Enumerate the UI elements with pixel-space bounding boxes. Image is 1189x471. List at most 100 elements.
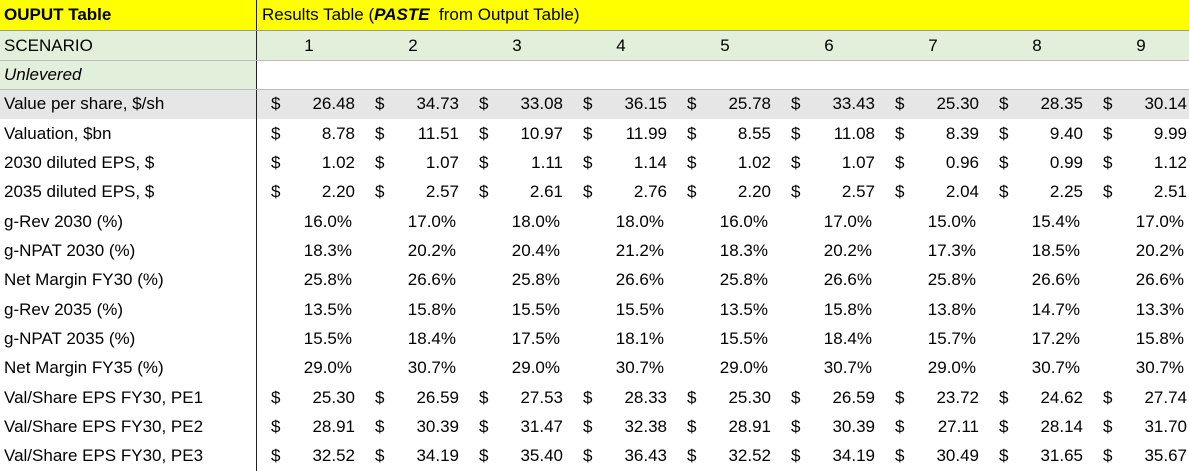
cell-value: 30.49 — [936, 446, 979, 466]
cell-value: 32.52 — [312, 446, 355, 466]
money-cell: $1.02 — [673, 148, 777, 177]
row-label: g-Rev 2030 (%) — [0, 206, 257, 237]
money-cell: $9.40 — [985, 119, 1089, 148]
cell-value: 25.8% — [719, 270, 768, 290]
cell-value: 31.47 — [520, 416, 563, 436]
cell-value: 36.43 — [624, 446, 667, 466]
money-cell: $31.70 — [1089, 412, 1189, 441]
currency-sign: $ — [895, 152, 905, 172]
cell-value: 15.5% — [615, 299, 664, 319]
currency-sign: $ — [375, 416, 385, 436]
scenario-number: 2 — [408, 35, 418, 55]
currency-sign: $ — [271, 152, 281, 172]
cell-value: 31.65 — [1040, 446, 1083, 466]
currency-sign: $ — [687, 387, 697, 407]
cell-value: 20.2% — [823, 240, 872, 260]
cell-value: 34.19 — [416, 446, 459, 466]
cell-value: 2.76 — [633, 182, 667, 202]
cell-value: 15.7% — [927, 328, 976, 348]
scenario-number: 8 — [1032, 35, 1042, 55]
currency-sign: $ — [583, 94, 593, 114]
data-row: g-Rev 2035 (%) 13.5% 15.8% 15.5% 15.5% 13.5% 1… — [0, 294, 1189, 325]
cell-value: 15.4% — [1031, 211, 1080, 231]
scenario-number: 1 — [304, 35, 314, 55]
cell-value: 2.61 — [529, 182, 563, 202]
cell-value: 2.20 — [321, 182, 355, 202]
data-row: 2030 diluted EPS, $ $1.02 $1.07 $1.11 $1.14 $… — [0, 148, 1189, 178]
cell-value: 10.97 — [520, 123, 563, 143]
money-cell: $34.73 — [361, 90, 465, 119]
currency-sign: $ — [1103, 387, 1113, 407]
currency-sign: $ — [687, 182, 697, 202]
currency-sign: $ — [583, 416, 593, 436]
cell-value: 15.8% — [1135, 328, 1184, 348]
row-label: Value per share, $/sh — [0, 89, 257, 119]
data-row: Val/Share EPS FY30, PE2 $28.91 $30.39 $31.4… — [0, 412, 1189, 442]
currency-sign: $ — [271, 94, 281, 114]
results-title-part: PASTE — [374, 5, 430, 24]
currency-sign: $ — [687, 416, 697, 436]
cell-value: 24.62 — [1040, 387, 1083, 407]
currency-sign: $ — [583, 123, 593, 143]
currency-sign: $ — [999, 446, 1009, 466]
money-cell: $30.49 — [881, 442, 985, 471]
cell-value: 23.72 — [936, 387, 979, 407]
money-cell: $9.99 — [1089, 119, 1189, 148]
money-cell: $27.53 — [465, 383, 569, 412]
currency-sign: $ — [1103, 94, 1113, 114]
cell-value: 35.67 — [1144, 446, 1187, 466]
cell-value: 28.35 — [1040, 94, 1083, 114]
currency-sign: $ — [999, 182, 1009, 202]
cell-value: 8.39 — [945, 123, 979, 143]
cell-value: 25.8% — [303, 270, 352, 290]
money-cell: $23.72 — [881, 383, 985, 412]
money-cell: $33.43 — [777, 90, 881, 119]
money-cell: $1.11 — [465, 148, 569, 177]
currency-sign: $ — [375, 94, 385, 114]
money-cell: $25.30 — [881, 90, 985, 119]
cell-value: 1.07 — [841, 152, 875, 172]
data-row: g-Rev 2030 (%) 16.0% 17.0% 18.0% 18.0% 16.0% 1… — [0, 206, 1189, 237]
currency-sign: $ — [895, 387, 905, 407]
currency-sign: $ — [895, 416, 905, 436]
money-cell: $1.02 — [257, 148, 361, 177]
currency-sign: $ — [687, 94, 697, 114]
currency-sign: $ — [479, 123, 489, 143]
currency-sign: $ — [375, 182, 385, 202]
cell-value: 36.15 — [624, 94, 667, 114]
cell-value: 13.5% — [719, 299, 768, 319]
money-cell: $26.59 — [777, 383, 881, 412]
money-cell: $32.52 — [257, 442, 361, 471]
data-row: g-NPAT 2030 (%) 18.3% 20.2% 20.4% 21.2% 18.3%… — [0, 236, 1189, 266]
cell-value: 1.07 — [425, 152, 459, 172]
cell-value: 20.2% — [407, 240, 456, 260]
scenario-row: SCENARIO 1 2 3 4 5 6 7 8 9 — [0, 31, 1189, 61]
money-cell: $1.07 — [777, 148, 881, 177]
money-cell: $26.59 — [361, 383, 465, 412]
cell-value: 25.30 — [728, 387, 771, 407]
cell-value: 13.8% — [927, 299, 976, 319]
data-row: Net Margin FY30 (%) 25.8% 26.6% 25.8% 26.6% 2… — [0, 265, 1189, 295]
currency-sign: $ — [1103, 182, 1113, 202]
money-cell: $35.40 — [465, 442, 569, 471]
currency-sign: $ — [895, 123, 905, 143]
currency-sign: $ — [791, 446, 801, 466]
money-cell: $2.04 — [881, 178, 985, 207]
money-cell: $2.76 — [569, 178, 673, 207]
cell-value: 9.40 — [1049, 123, 1083, 143]
cell-value: 26.59 — [832, 387, 875, 407]
money-cell: $28.91 — [257, 412, 361, 441]
cell-value: 0.99 — [1049, 152, 1083, 172]
currency-sign: $ — [791, 182, 801, 202]
money-cell: $28.35 — [985, 90, 1089, 119]
money-cell: $0.96 — [881, 148, 985, 177]
currency-sign: $ — [687, 152, 697, 172]
results-title-part: from Output Table) — [429, 5, 580, 24]
money-cell: $34.19 — [777, 442, 881, 471]
money-cell: $2.20 — [257, 178, 361, 207]
currency-sign: $ — [999, 123, 1009, 143]
cell-value: 35.40 — [520, 446, 563, 466]
money-cell: $1.07 — [361, 148, 465, 177]
row-label: Valuation, $bn — [0, 118, 257, 149]
results-title-part: Results Table ( — [262, 5, 375, 24]
